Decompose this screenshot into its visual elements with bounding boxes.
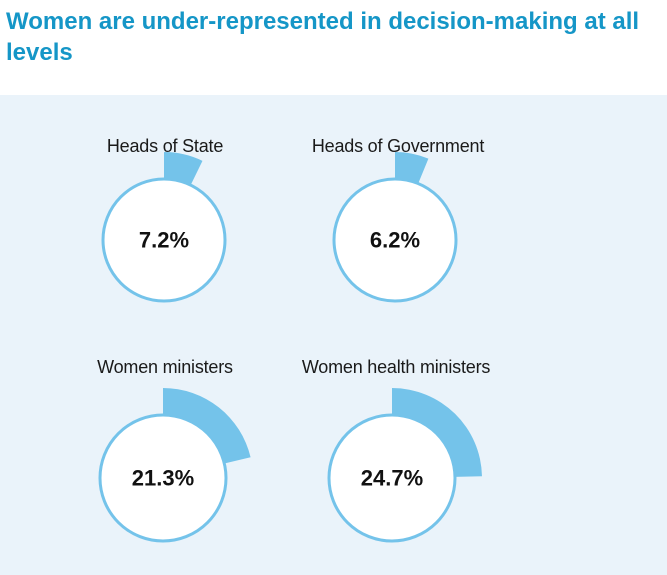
share-arc	[395, 152, 429, 184]
page-title: Women are under-represented in decision-…	[6, 8, 640, 66]
donut-chart-women-ministers: 21.3%	[98, 388, 251, 543]
share-arc	[163, 388, 251, 464]
outer-circle	[332, 177, 458, 303]
donut-chart-women-health-ministers: 24.7%	[327, 388, 482, 543]
outer-circle	[327, 413, 457, 543]
value-label: 7.2%	[139, 228, 189, 253]
value-label: 6.2%	[370, 228, 420, 253]
value-label: 21.3%	[132, 466, 194, 491]
value-label: 24.7%	[361, 466, 423, 491]
share-arc	[164, 152, 203, 186]
chart-label-heads-of-state: Heads of State	[106, 136, 224, 156]
chart-label-heads-of-government: Heads of Government	[311, 136, 485, 156]
donut-chart-heads-of-state: 7.2%	[101, 152, 227, 303]
outer-circle	[101, 177, 227, 303]
donut-chart-heads-of-government: 6.2%	[332, 152, 458, 303]
chart-label-women-ministers: Women ministers	[97, 357, 233, 377]
chart-label-women-health-ministers: Women health ministers	[301, 357, 491, 377]
outer-circle	[98, 413, 228, 543]
